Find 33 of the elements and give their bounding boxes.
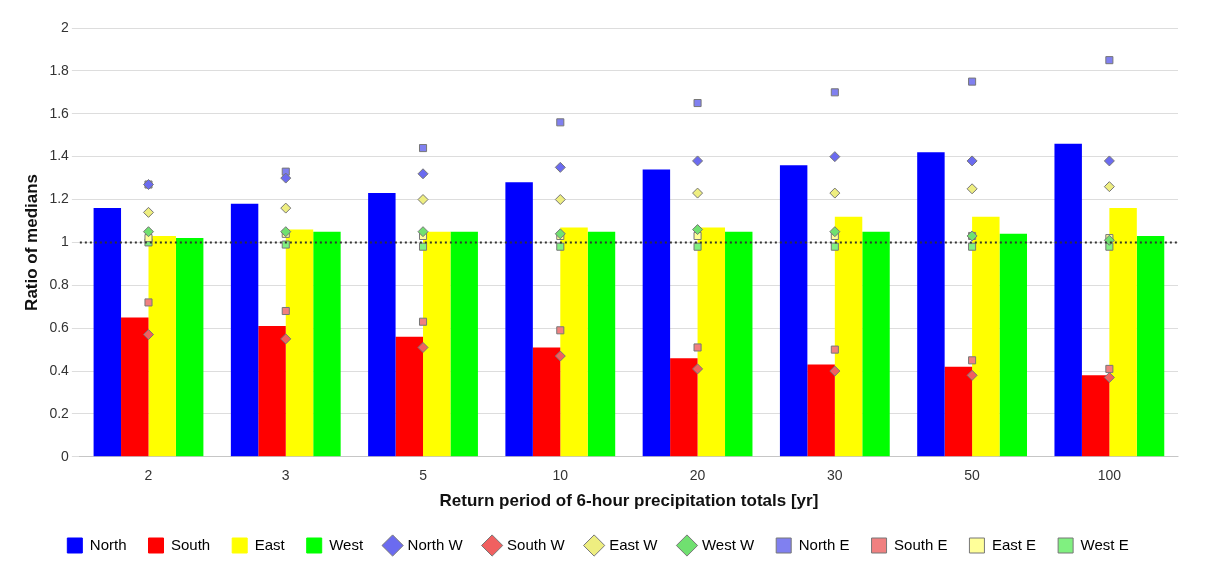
y-tick-label: 0.8 — [49, 276, 70, 293]
legend-label: East E — [991, 535, 1037, 553]
x-axis-title: Return period of 6-hour precipitation totals [yr] — [439, 491, 819, 511]
y-tick-label: 0.2 — [49, 404, 70, 421]
x-tick-label: 5 — [419, 467, 428, 484]
y-tick-label: 1.2 — [49, 190, 70, 207]
legend-label: West W — [701, 535, 756, 553]
x-tick-label: 100 — [1097, 467, 1122, 484]
x-tick-label: 2 — [144, 467, 153, 484]
y-tick-label: 1.6 — [49, 104, 70, 121]
y-tick-label: 1.8 — [49, 61, 70, 78]
x-tick-label: 30 — [827, 467, 843, 484]
y-tick-label: 2 — [61, 18, 70, 35]
legend-label: South — [171, 535, 211, 553]
legend-label: West E — [1080, 535, 1129, 553]
x-tick-label: 50 — [964, 467, 981, 484]
y-tick-label: 1 — [61, 233, 70, 250]
legend-label: South E — [894, 535, 948, 553]
legend-label: North — [89, 535, 127, 553]
y-tick-label: 0 — [61, 447, 70, 464]
x-tick-label: 20 — [689, 467, 706, 484]
legend-label: South W — [507, 535, 566, 553]
x-tick-label: 10 — [552, 467, 569, 484]
legend-label: North W — [407, 535, 464, 553]
legend-label: East W — [609, 535, 659, 553]
x-tick-label: 3 — [281, 467, 290, 484]
y-axis-title: Ratio of medians — [21, 173, 41, 311]
legend-label: West — [329, 535, 364, 553]
y-tick-label: 0.4 — [49, 361, 70, 378]
legend-label: North E — [798, 535, 850, 553]
y-tick-label: 1.4 — [49, 147, 70, 164]
y-tick-label: 0.6 — [49, 319, 70, 336]
legend-label: East — [254, 535, 286, 553]
